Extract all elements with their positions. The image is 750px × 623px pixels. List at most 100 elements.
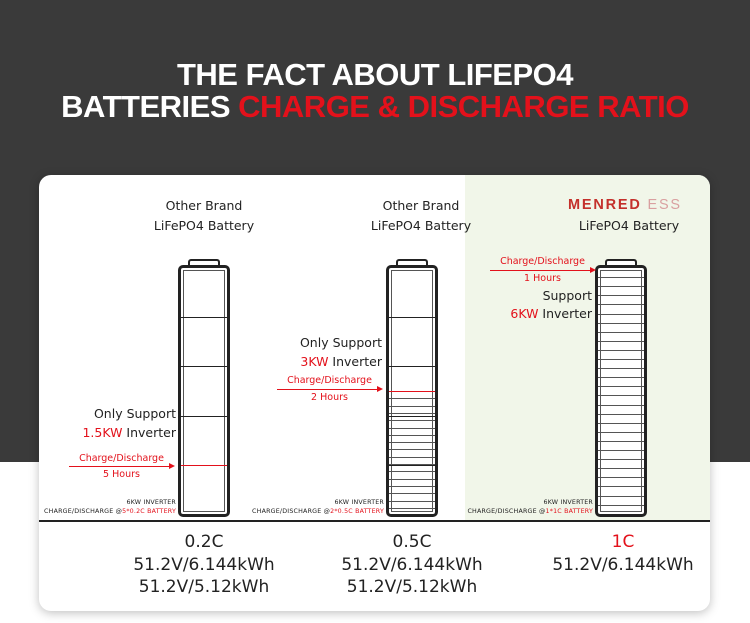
col2-battery-body (386, 265, 438, 517)
col2-spec-1: 51.2V/6.144kWh (341, 555, 483, 575)
battery-cell-divider (181, 317, 227, 319)
battery-fine-stripe (598, 395, 644, 397)
battery-fine-stripe (598, 450, 644, 451)
battery-fine-stripe (598, 295, 644, 297)
battery-fine-stripe (389, 449, 435, 451)
col1-brand-line1: Other Brand (165, 198, 243, 213)
col1-arrow (69, 463, 175, 469)
battery-fine-stripe (598, 331, 644, 333)
col3-ratio-red: 1*1C BATTERY (545, 508, 593, 515)
battery-fine-stripe (598, 431, 644, 433)
battery-fine-stripe (598, 504, 644, 506)
battery-fine-stripe (598, 440, 644, 442)
col3-arrow (490, 267, 596, 273)
col2-support-power: 3KW (300, 354, 329, 369)
battery-fine-stripe (598, 404, 644, 406)
col1-battery-body (178, 265, 230, 517)
battery-fine-stripe (598, 495, 644, 497)
battery-fine-stripe (598, 304, 644, 306)
col2-arrow (277, 386, 383, 392)
col1-spec-1: 51.2V/6.144kWh (133, 555, 275, 575)
col1-battery-cap (188, 259, 220, 267)
battery-fine-stripe (598, 468, 644, 470)
col3-spec-1: 51.2V/6.144kWh (552, 555, 694, 575)
battery-fine-stripe (598, 340, 644, 342)
col2-arrow-time: 2 Hours (311, 392, 348, 403)
col3-battery-body (595, 265, 647, 517)
section-divider (39, 520, 710, 522)
battery-cell-divider (389, 317, 435, 319)
battery-fine-stripe (598, 486, 644, 488)
col3-arrow-label: Charge/Discharge (500, 256, 585, 267)
menred-highlight-panel (465, 175, 710, 520)
col3-support-line1: Support (542, 288, 592, 303)
battery-charge-level-line (389, 391, 435, 392)
battery-fine-stripe (389, 398, 435, 400)
col2-inverter-note: 6KW INVERTER (334, 499, 384, 506)
col1-support-power: 1.5KW (82, 425, 123, 440)
battery-fine-stripe (389, 420, 435, 422)
battery-fine-stripe (598, 359, 644, 360)
col3-support-power: 6KW (510, 306, 539, 321)
battery-fine-stripe (389, 500, 435, 502)
col2-rate: 0.5C (392, 532, 432, 552)
battery-fine-stripe (389, 405, 435, 407)
col2-brand-line2: LiFePO4 Battery (370, 218, 472, 233)
battery-fine-stripe (598, 286, 644, 288)
col2-support-line1: Only Support (299, 335, 382, 350)
battery-fine-stripe (598, 368, 644, 370)
col1-support-line1: Only Support (93, 406, 176, 421)
menred-logo: MENRED ESS (568, 197, 682, 213)
battery-fine-stripe (389, 464, 435, 465)
col1-spec-2: 51.2V/5.12kWh (138, 577, 270, 597)
col1-ratio-note: CHARGE/DISCHARGE @5*0.2C BATTERY (41, 508, 176, 515)
battery-fine-stripe (389, 478, 435, 480)
col3-battery-cap (605, 259, 637, 267)
battery-fine-stripe (598, 477, 644, 479)
battery-fine-stripe (598, 459, 644, 461)
col1-support-suffix: Inverter (122, 425, 176, 440)
col2-spec-2: 51.2V/5.12kWh (346, 577, 478, 597)
col3-rate: 1C (611, 532, 635, 552)
col3-support-suffix: Inverter (538, 306, 592, 321)
headline-line-2: BATTERIES CHARGE & DISCHARGE RATIO (0, 90, 750, 124)
battery-fine-stripe (598, 277, 644, 279)
battery-charge-level-line (181, 464, 227, 466)
col2-arrow-label: Charge/Discharge (287, 375, 372, 386)
battery-fine-stripe (389, 434, 435, 436)
col2-support-line2: 3KW Inverter (269, 354, 382, 369)
menred-logo-suffix: ESS (641, 197, 682, 213)
battery-fine-stripe (598, 386, 644, 388)
col1-brand-line2: LiFePO4 Battery (153, 218, 255, 233)
battery-fine-stripe (389, 485, 435, 487)
col1-rate: 0.2C (184, 532, 224, 552)
col2-ratio-red: 2*0.5C BATTERY (330, 508, 384, 515)
headline-line-1: THE FACT ABOUT LIFEPO4 (176, 57, 574, 92)
col3-brand-line2: LiFePO4 Battery (578, 218, 680, 233)
col2-ratio-prefix: CHARGE/DISCHARGE @ (252, 508, 331, 515)
col2-brand-line1: Other Brand (382, 198, 460, 213)
col1-ratio-prefix: CHARGE/DISCHARGE @ (44, 508, 123, 515)
battery-fine-stripe (389, 427, 435, 429)
battery-cell-divider (181, 415, 227, 417)
col1-arrow-time: 5 Hours (103, 469, 140, 480)
col3-inverter-note: 6KW INVERTER (543, 499, 593, 506)
comparison-card: Other Brand LiFePO4 Battery Only Support… (39, 175, 710, 611)
col1-ratio-red: 5*0.2C BATTERY (122, 508, 176, 515)
col3-ratio-note: CHARGE/DISCHARGE @1*1C BATTERY (457, 508, 593, 515)
col3-arrow-time: 1 Hours (524, 273, 561, 284)
battery-fine-stripe (598, 422, 644, 424)
battery-fine-stripe (389, 471, 435, 473)
battery-fine-stripe (389, 442, 435, 444)
battery-fine-stripe (598, 413, 644, 415)
battery-fine-stripe (389, 493, 435, 495)
battery-fine-stripe (598, 313, 644, 315)
battery-cell-divider (389, 415, 435, 417)
col2-support-suffix: Inverter (328, 354, 382, 369)
headline-line-2-white: BATTERIES (61, 89, 239, 124)
col2-battery-cap (396, 259, 428, 267)
battery-fine-stripe (389, 456, 435, 458)
battery-cell-divider (181, 366, 227, 368)
col1-inverter-note: 6KW INVERTER (126, 499, 176, 506)
battery-fine-stripe (598, 377, 644, 379)
